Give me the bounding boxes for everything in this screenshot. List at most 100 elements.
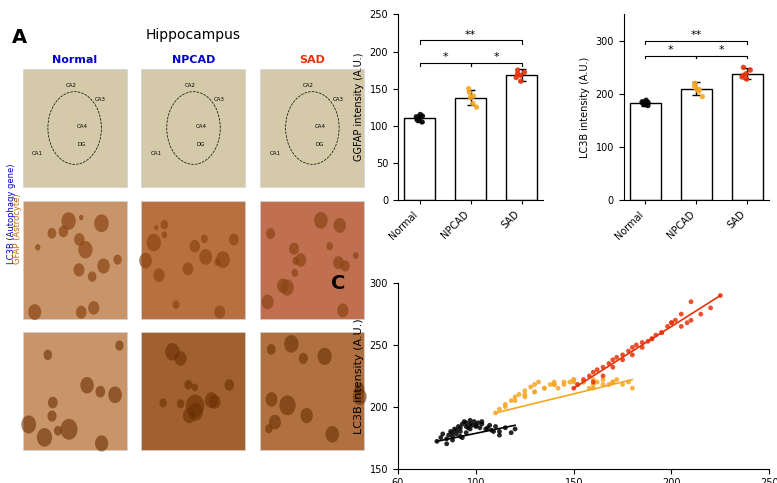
- Point: [656, 329, 668, 337]
- Point: [446, 436, 458, 444]
- Circle shape: [74, 263, 85, 277]
- Circle shape: [355, 383, 364, 394]
- Point: [450, 426, 462, 434]
- Text: CA4: CA4: [77, 124, 88, 129]
- Circle shape: [284, 335, 298, 353]
- Bar: [141, 200, 246, 319]
- Point: [690, 85, 702, 92]
- Point: [452, 423, 465, 430]
- Circle shape: [299, 353, 308, 364]
- Circle shape: [216, 251, 230, 268]
- Point: [463, 88, 476, 96]
- Point: [509, 393, 521, 401]
- Point: [462, 424, 475, 432]
- Point: [584, 384, 596, 392]
- Point: [524, 383, 537, 391]
- Circle shape: [166, 343, 179, 361]
- Point: [499, 400, 511, 408]
- Text: DG: DG: [315, 142, 324, 147]
- Circle shape: [21, 415, 36, 433]
- Text: CA2: CA2: [65, 83, 76, 88]
- Text: **: **: [691, 30, 702, 41]
- Point: [646, 335, 658, 342]
- Point: [616, 356, 629, 364]
- Point: [514, 71, 527, 79]
- Point: [607, 378, 619, 386]
- Y-axis label: LC3B intensity (A.U.): LC3B intensity (A.U.): [354, 318, 364, 434]
- Point: [744, 66, 757, 74]
- Circle shape: [280, 280, 294, 296]
- Text: CA3: CA3: [95, 97, 106, 102]
- Circle shape: [301, 408, 313, 423]
- Point: [460, 423, 472, 430]
- Circle shape: [74, 233, 85, 246]
- Circle shape: [269, 415, 281, 429]
- Text: *: *: [493, 52, 499, 62]
- Circle shape: [292, 257, 299, 265]
- Circle shape: [318, 348, 332, 365]
- Bar: [732, 74, 762, 200]
- Point: [464, 416, 476, 424]
- Point: [597, 376, 609, 384]
- Point: [468, 418, 480, 426]
- Point: [639, 100, 651, 108]
- Text: GFAP (Astrocyte): GFAP (Astrocyte): [12, 194, 22, 264]
- Point: [470, 421, 483, 429]
- Point: [626, 343, 639, 351]
- Text: Hippocampus: Hippocampus: [146, 28, 241, 42]
- Circle shape: [337, 303, 349, 317]
- Point: [464, 94, 476, 101]
- Point: [693, 86, 706, 94]
- Circle shape: [183, 408, 196, 423]
- Text: DG: DG: [78, 142, 86, 147]
- Point: [567, 384, 580, 392]
- Point: [636, 99, 649, 107]
- Circle shape: [289, 242, 299, 255]
- Circle shape: [44, 350, 52, 360]
- Circle shape: [267, 344, 276, 355]
- Circle shape: [205, 392, 218, 408]
- Point: [493, 431, 506, 439]
- Point: [470, 103, 483, 111]
- Point: [736, 73, 748, 81]
- Bar: [141, 332, 246, 450]
- Point: [464, 420, 476, 428]
- Text: **: **: [465, 29, 476, 40]
- Point: [548, 381, 560, 388]
- Circle shape: [353, 252, 359, 259]
- Circle shape: [95, 435, 108, 452]
- Point: [511, 70, 524, 78]
- Circle shape: [333, 256, 344, 270]
- Point: [577, 378, 590, 386]
- Point: [499, 424, 511, 432]
- Y-axis label: LC3B intensity (A.U.): LC3B intensity (A.U.): [580, 57, 590, 158]
- Circle shape: [88, 271, 96, 282]
- Bar: [23, 332, 127, 450]
- Point: [611, 354, 623, 361]
- Circle shape: [47, 228, 56, 239]
- Text: CA4: CA4: [314, 124, 326, 129]
- Point: [483, 421, 496, 429]
- Point: [528, 388, 541, 396]
- Circle shape: [192, 384, 198, 391]
- Circle shape: [225, 379, 234, 391]
- Text: *: *: [719, 45, 725, 55]
- Bar: [630, 103, 660, 200]
- Point: [430, 438, 443, 445]
- Point: [567, 376, 580, 384]
- Text: LC3B (Autophagy gene): LC3B (Autophagy gene): [7, 164, 16, 264]
- Circle shape: [80, 377, 94, 394]
- Point: [642, 338, 654, 345]
- Point: [411, 116, 423, 124]
- Point: [607, 378, 619, 386]
- Point: [675, 310, 688, 318]
- Circle shape: [214, 258, 221, 266]
- Point: [499, 403, 511, 411]
- Circle shape: [153, 268, 165, 282]
- Point: [597, 372, 609, 380]
- Point: [622, 347, 635, 355]
- Circle shape: [159, 398, 167, 408]
- Circle shape: [190, 240, 200, 253]
- Circle shape: [79, 215, 83, 220]
- Point: [460, 429, 472, 437]
